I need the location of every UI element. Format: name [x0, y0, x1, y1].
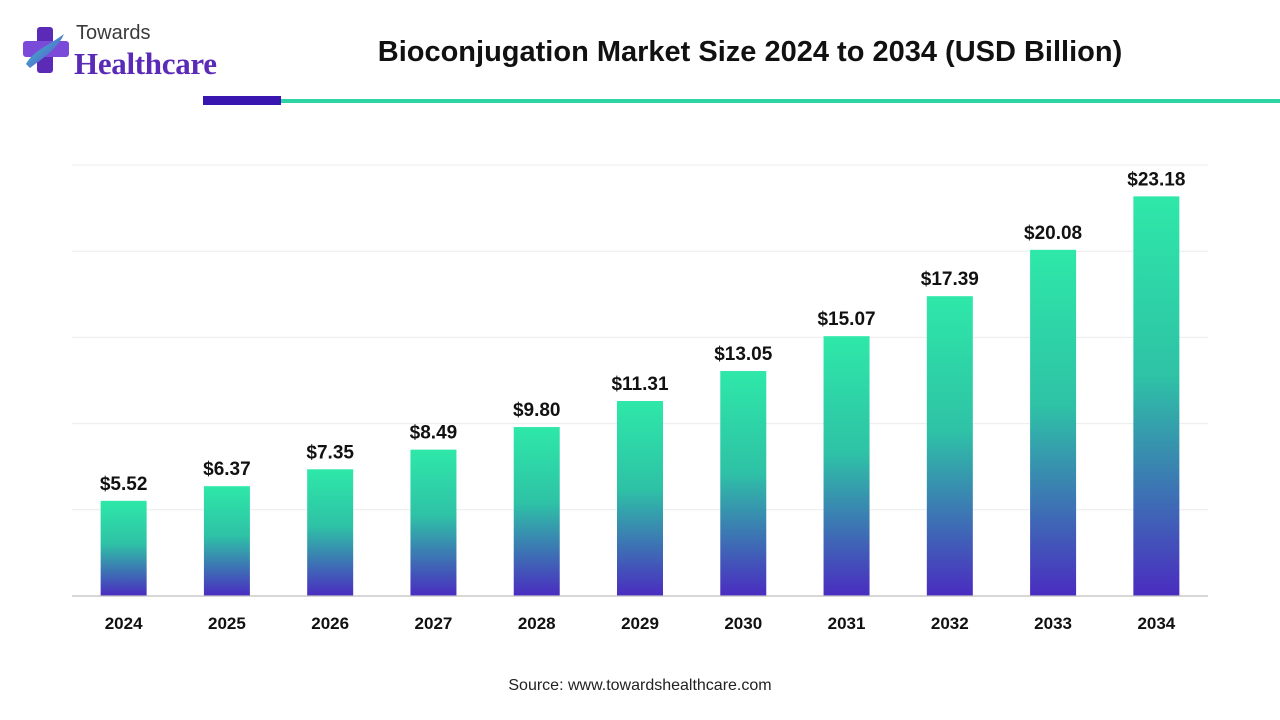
value-label-2031: $15.07 — [817, 309, 875, 330]
brand-logo: Towards Healthcare — [20, 22, 250, 84]
value-label-2028: $9.80 — [513, 400, 561, 421]
x-tick-label-2031: 2031 — [828, 614, 866, 633]
bars — [100, 196, 1180, 596]
title-rule-line — [281, 99, 1280, 103]
bar-2029 — [617, 401, 663, 596]
bar-2027 — [410, 449, 457, 596]
value-label-2033: $20.08 — [1024, 223, 1082, 244]
bar-2034 — [1133, 196, 1180, 596]
x-tick-label-2034: 2034 — [1137, 614, 1175, 633]
value-label-2032: $17.39 — [921, 269, 979, 290]
source-note: Source: www.towardshealthcare.com — [508, 677, 772, 694]
x-tick-label-2026: 2026 — [311, 614, 349, 633]
x-tick-label-2024: 2024 — [105, 614, 143, 633]
x-tick-label-2027: 2027 — [415, 614, 453, 633]
value-labels: $5.52 $6.37 $7.35 $8.49 $9.80 $11.31 $13.05 $15… — [100, 169, 1186, 494]
chart-title: Bioconjugation Market Size 2024 to 2034 … — [377, 36, 1123, 68]
value-label-2027: $8.49 — [410, 423, 458, 444]
x-axis-labels: 2024 2025 2026 2027 2028 2029 2030 2031 2032 2033… — [105, 614, 1176, 633]
x-tick-label-2029: 2029 — [621, 614, 659, 633]
x-tick-label-2028: 2028 — [518, 614, 556, 633]
medical-cross-logo-icon — [23, 27, 69, 73]
bar-2033 — [1030, 249, 1077, 596]
value-label-2026: $7.35 — [306, 442, 354, 463]
x-tick-label-2033: 2033 — [1034, 614, 1072, 633]
x-tick-label-2025: 2025 — [208, 614, 246, 633]
bar-2028 — [513, 427, 560, 596]
bar-2025 — [203, 486, 250, 596]
bar-2031 — [823, 336, 870, 596]
x-tick-label-2032: 2032 — [931, 614, 969, 633]
title-rule-accent — [203, 96, 281, 105]
value-label-2025: $6.37 — [203, 459, 251, 480]
bar-2032 — [926, 296, 973, 596]
value-label-2024: $5.52 — [100, 474, 148, 495]
bar-2026 — [307, 469, 354, 596]
bar-2024 — [100, 500, 147, 596]
value-label-2029: $11.31 — [611, 374, 668, 395]
logo-text-healthcare: Healthcare — [74, 46, 217, 81]
value-label-2034: $23.18 — [1127, 169, 1185, 190]
x-tick-label-2030: 2030 — [724, 614, 762, 633]
logo-text-towards: Towards — [76, 22, 151, 44]
bar-2030 — [720, 371, 767, 596]
value-label-2030: $13.05 — [714, 344, 773, 365]
